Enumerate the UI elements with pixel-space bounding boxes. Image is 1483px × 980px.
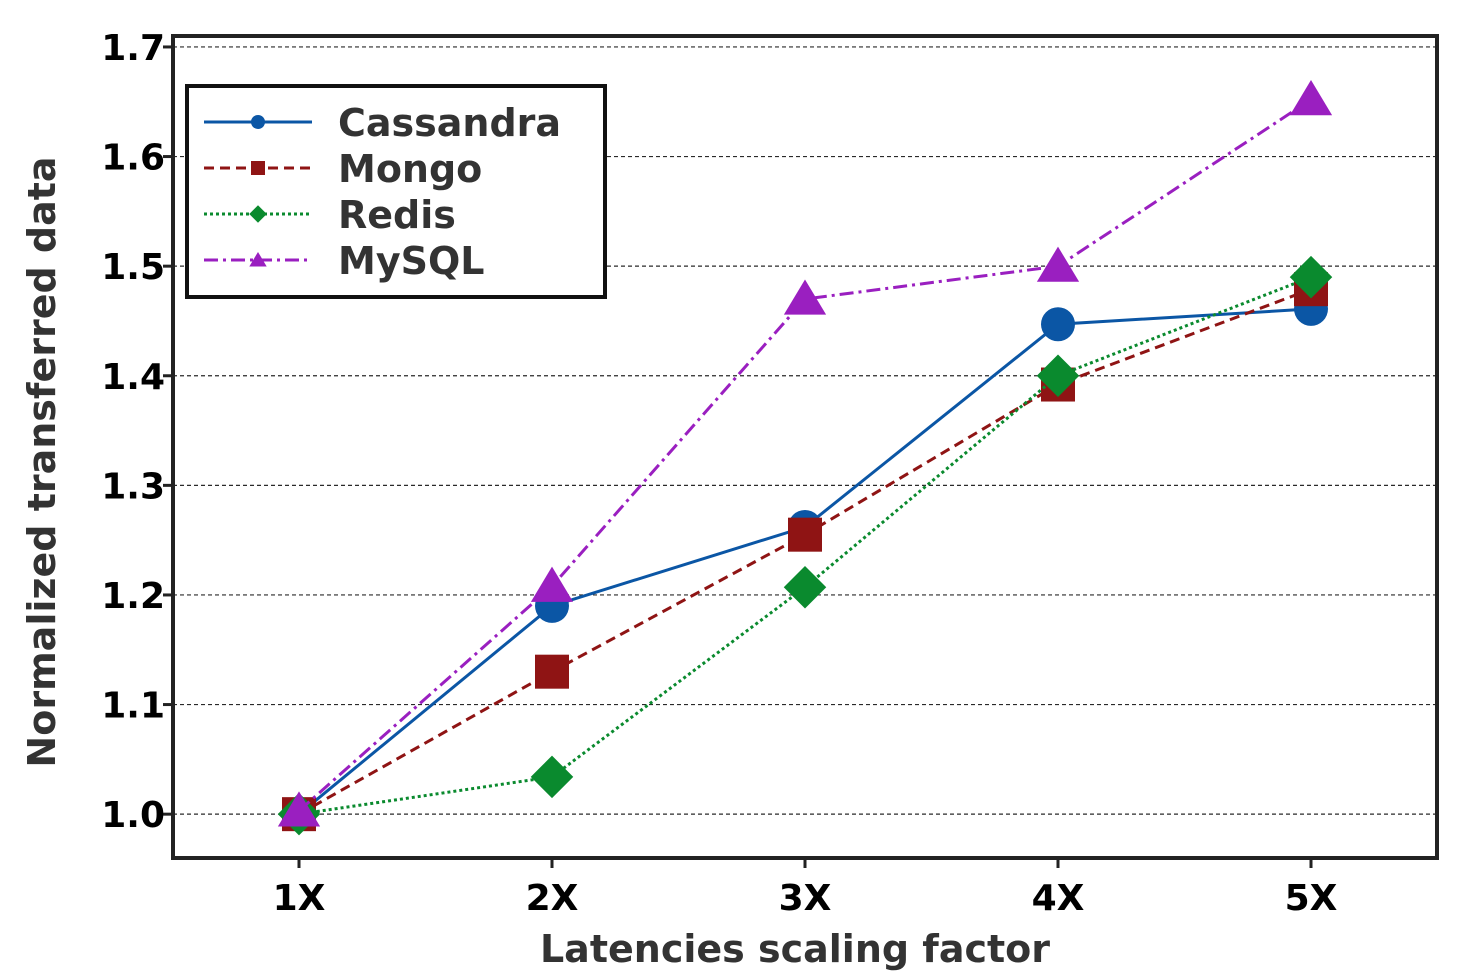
legend-item-mysql: MySQL [204, 239, 484, 283]
point-cassandra-4X [1041, 307, 1075, 342]
y-tick-label: 1.4 [101, 357, 165, 398]
legend-marker-cassandra [251, 115, 265, 129]
legend-item-mongo: Mongo [204, 147, 482, 191]
legend-item-cassandra: Cassandra [204, 101, 561, 145]
x-tick-label: 1X [273, 878, 326, 919]
plot-frame [171, 34, 1439, 860]
legend-label-mysql: MySQL [338, 239, 484, 283]
legend-marker-mysql [249, 251, 267, 267]
legend-marker-redis [249, 205, 267, 223]
y-tick-label: 1.5 [101, 247, 165, 288]
x-tick-label: 4X [1032, 878, 1085, 919]
legend-label-redis: Redis [338, 193, 456, 237]
legend-label-cassandra: Cassandra [338, 101, 561, 145]
point-mongo-2X [535, 654, 569, 689]
y-tick-label: 1.1 [101, 686, 165, 727]
y-tick-label: 1.0 [101, 795, 165, 836]
point-redis-5X [1289, 255, 1333, 299]
point-redis-2X [530, 755, 574, 799]
series-redis [277, 255, 1333, 836]
legend-marker-mongo [251, 161, 265, 175]
y-tick-label: 1.7 [101, 28, 165, 69]
point-redis-3X [783, 566, 827, 609]
legend-item-redis: Redis [204, 193, 456, 237]
point-mysql-2X [530, 566, 574, 602]
y-tick-label: 1.3 [101, 466, 165, 507]
legend-label-mongo: Mongo [338, 147, 482, 191]
x-tick-label: 2X [526, 878, 579, 919]
point-mongo-3X [788, 517, 822, 552]
x-tick-label: 5X [1285, 878, 1338, 919]
y-tick-label: 1.2 [101, 576, 165, 617]
y-tick-label: 1.6 [101, 138, 165, 179]
point-redis-4X [1036, 354, 1080, 398]
series-group [277, 80, 1333, 836]
point-mysql-1X [277, 791, 321, 827]
point-mysql-5X [1289, 80, 1333, 116]
y-axis-ticks: 1.0 1.1 1.2 1.3 1.4 1.5 1.6 1.7 [101, 28, 173, 836]
x-tick-label: 3X [779, 878, 832, 919]
y-axis-title: Normalized transferred data [20, 156, 64, 767]
x-axis-ticks: 1X 2X 3X 4X 5X [273, 858, 1338, 919]
point-mysql-4X [1036, 246, 1080, 282]
point-mysql-3X [783, 279, 827, 315]
x-axis-title: Latencies scaling factor [540, 927, 1050, 971]
series-mysql [277, 80, 1333, 827]
